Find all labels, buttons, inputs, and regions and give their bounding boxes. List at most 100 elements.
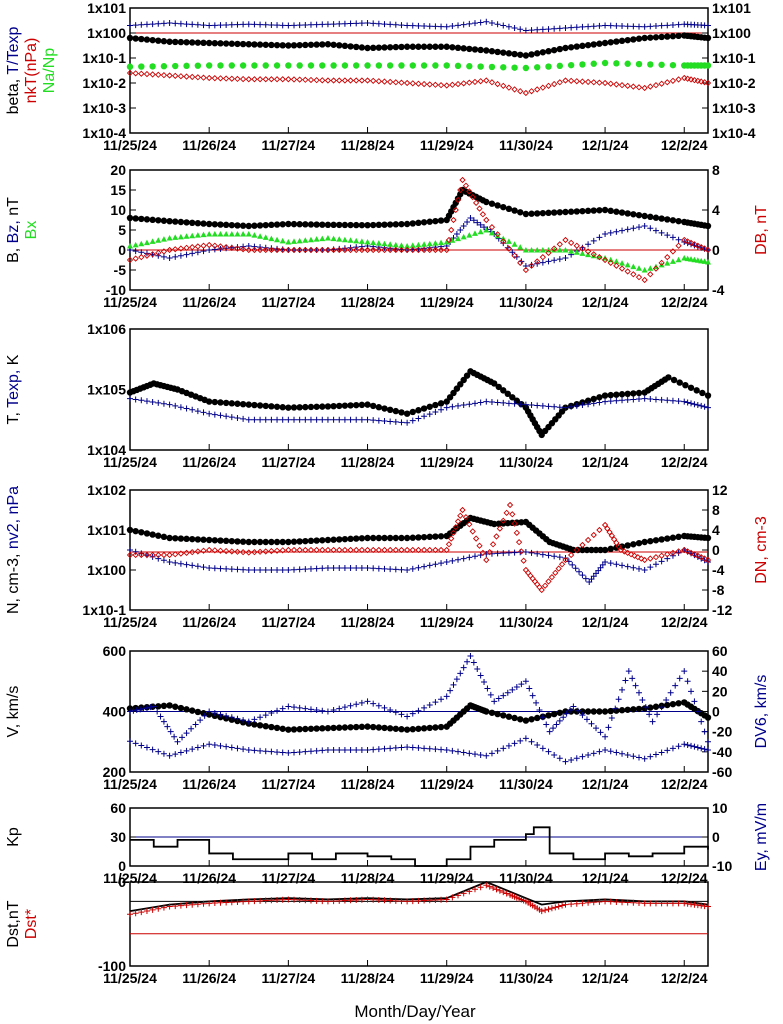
point-Bx: [658, 261, 665, 268]
point-Texp: [319, 416, 326, 423]
point-nkT: [556, 79, 563, 86]
point-Bx: [381, 240, 388, 247]
point-DN: [489, 541, 497, 548]
point-DB: [426, 246, 433, 254]
point-Ey: [636, 754, 643, 761]
y-tick-label: -10: [106, 282, 126, 298]
point-Bz: [630, 225, 637, 232]
point-B: [205, 220, 213, 228]
point-beta: [658, 33, 665, 41]
point-beta: [166, 38, 173, 45]
point-N: [613, 544, 620, 551]
point-nkT: [403, 79, 411, 87]
point-V: [488, 709, 496, 716]
point-DV6: [553, 721, 560, 728]
point-DB: [296, 246, 303, 254]
point-DV6: [500, 692, 507, 699]
point-N: [132, 527, 139, 535]
point-DB: [545, 249, 552, 256]
point-B: [596, 207, 603, 214]
point-T: [273, 403, 281, 410]
point-T/Texp: [211, 22, 218, 29]
point-nkT: [658, 80, 665, 87]
point-V: [285, 726, 292, 733]
point-T/Texp: [358, 20, 365, 27]
point-DN: [511, 520, 518, 527]
y-axis-label-p7-part-0: Dst,nT: [5, 900, 22, 947]
point-nkT: [432, 81, 439, 88]
point-Texp: [596, 399, 603, 406]
point-DB: [698, 244, 705, 251]
y-tick-label: -5: [114, 262, 127, 278]
point-nv2: [630, 564, 637, 571]
point-DV6: [370, 700, 377, 707]
series-Dst: [129, 881, 709, 912]
point-nv2: [234, 566, 241, 573]
point-DN: [313, 546, 320, 554]
point-Texp: [404, 419, 411, 426]
y-axis-label-p1-part-0: beta,: [5, 75, 22, 115]
point-Na/Np: [273, 62, 281, 69]
point-N: [358, 535, 366, 542]
point-B: [369, 221, 377, 229]
point-beta: [268, 41, 275, 49]
point-Ey: [477, 751, 484, 758]
point-N: [330, 536, 337, 543]
point-B: [183, 219, 190, 226]
point-B: [228, 221, 236, 229]
point-DV6: [353, 701, 360, 708]
x-tick-label: 12/1/24: [582, 294, 629, 310]
point-DB: [454, 196, 462, 204]
point-beta: [432, 43, 439, 50]
point-DB: [635, 274, 643, 281]
y-axis-label-p3: T, Texp, K: [5, 354, 22, 424]
point-DV6: [608, 714, 615, 721]
point-Texp: [483, 398, 490, 405]
point-nkT: [460, 80, 467, 87]
point-Bx: [528, 247, 535, 253]
point-nv2: [319, 565, 326, 572]
point-Ey: [341, 747, 348, 753]
point-nv2: [619, 562, 626, 569]
point-V: [324, 724, 332, 732]
point-Dst*: [568, 901, 575, 908]
point-T: [601, 392, 609, 399]
point-nkT: [426, 81, 433, 88]
point-T: [409, 408, 416, 416]
point-Ey: [274, 749, 281, 756]
point-DV6: [143, 704, 150, 711]
point-T: [392, 407, 400, 415]
point-DV6: [546, 728, 553, 735]
point-DN: [515, 539, 523, 546]
point-beta: [217, 40, 224, 47]
point-nkT: [528, 88, 535, 95]
point-Ey: [602, 747, 609, 753]
point-DB: [450, 216, 457, 224]
point-V: [618, 707, 626, 714]
point-Dst*: [559, 902, 566, 909]
point-T/Texp: [511, 25, 518, 31]
point-Dst*: [291, 896, 298, 903]
point-DB: [613, 262, 620, 269]
point-Texp: [562, 404, 569, 411]
point-Ey: [691, 743, 698, 750]
point-DB: [143, 252, 151, 259]
point-DN: [536, 584, 543, 591]
point-Bx: [443, 239, 450, 245]
point-B: [324, 221, 332, 228]
x-tick-label: 11/27/24: [261, 454, 315, 470]
point-DN: [479, 549, 487, 556]
point-Bx: [228, 231, 235, 237]
x-tick-label: 11/27/24: [261, 294, 315, 310]
point-DN: [567, 551, 575, 559]
point-Ey: [658, 749, 665, 756]
point-beta: [239, 40, 247, 48]
point-T: [665, 374, 672, 381]
point-V: [364, 723, 371, 730]
point-T/Texp: [177, 20, 184, 27]
point-T/Texp: [534, 26, 541, 33]
point-beta: [302, 41, 309, 49]
point-DB: [652, 265, 660, 272]
point-Texp: [705, 404, 711, 411]
y-right-axis-label-p2: DB, nT: [753, 205, 770, 255]
